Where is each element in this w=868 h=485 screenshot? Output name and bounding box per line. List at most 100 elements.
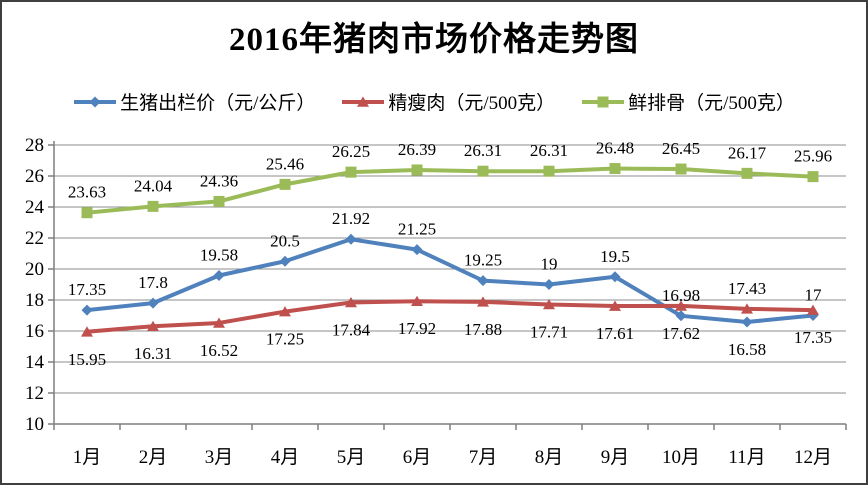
data-label: 26.25 bbox=[332, 142, 370, 161]
data-point-diamond-icon bbox=[675, 310, 687, 322]
x-tick-label: 2月 bbox=[139, 447, 168, 468]
data-point-triangle-icon bbox=[543, 298, 555, 310]
series-line-spare-ribs bbox=[85, 166, 815, 215]
x-tick-label: 3月 bbox=[205, 447, 234, 468]
data-label: 17.25 bbox=[266, 330, 304, 349]
data-point-diamond-icon bbox=[477, 275, 489, 287]
data-label: 17.35 bbox=[68, 280, 106, 299]
x-tick-label: 7月 bbox=[469, 447, 498, 468]
data-point-diamond-icon bbox=[147, 297, 159, 309]
data-label: 15.95 bbox=[68, 350, 106, 369]
y-tick-label: 12 bbox=[25, 383, 44, 404]
data-label: 21.92 bbox=[332, 209, 370, 228]
data-point-square-icon bbox=[147, 200, 159, 212]
data-point-triangle-icon bbox=[477, 296, 489, 307]
y-tick-label: 18 bbox=[25, 290, 44, 311]
data-point-square-icon bbox=[411, 164, 423, 176]
data-label: 16.58 bbox=[728, 340, 766, 359]
data-label: 17.62 bbox=[662, 324, 700, 343]
data-point-square-icon bbox=[477, 165, 489, 177]
data-label: 26.45 bbox=[662, 139, 700, 158]
chart-title: 2016年猪肉市场价格走势图 bbox=[229, 22, 639, 58]
data-point-square-icon bbox=[543, 165, 555, 177]
data-point-square-icon bbox=[609, 163, 621, 175]
data-point-diamond-icon bbox=[543, 279, 555, 290]
data-point-square-icon bbox=[807, 171, 819, 183]
data-label: 17.8 bbox=[138, 273, 168, 292]
data-label: 25.46 bbox=[266, 154, 304, 173]
legend-label: 精瘦肉（元/500克） bbox=[388, 93, 556, 114]
legend-diamond-marker-icon bbox=[74, 96, 117, 107]
data-label: 17.84 bbox=[332, 320, 371, 339]
data-point-triangle-icon bbox=[213, 317, 225, 328]
data-point-triangle-icon bbox=[609, 300, 621, 311]
data-label: 17.88 bbox=[464, 320, 502, 339]
data-label: 26.48 bbox=[596, 139, 634, 158]
data-point-diamond-icon bbox=[81, 304, 93, 316]
legend-square-glyph-icon bbox=[597, 96, 609, 107]
x-tick-label: 11月 bbox=[728, 447, 765, 468]
data-label: 19.5 bbox=[600, 247, 630, 266]
data-label: 19.58 bbox=[200, 246, 238, 265]
data-point-triangle-icon bbox=[411, 295, 423, 307]
data-label: 17.61 bbox=[596, 324, 634, 343]
legend-triangle-glyph-icon bbox=[357, 96, 370, 107]
data-label: 19.25 bbox=[464, 251, 502, 270]
legend-item-square: 鲜排骨（元/500克） bbox=[581, 88, 795, 115]
data-point-triangle-icon bbox=[345, 296, 357, 308]
data-label: 16.31 bbox=[134, 344, 172, 363]
y-tick-label: 24 bbox=[25, 197, 45, 218]
data-label: 17.35 bbox=[794, 328, 832, 347]
data-point-triangle-icon bbox=[279, 306, 291, 317]
x-tick-label: 5月 bbox=[337, 447, 366, 468]
y-tick-label: 20 bbox=[25, 259, 44, 280]
legend-square-marker-icon bbox=[582, 96, 625, 107]
data-point-square-icon bbox=[81, 207, 93, 219]
x-tick-label: 1月 bbox=[73, 447, 102, 468]
x-tick-label: 9月 bbox=[601, 447, 630, 468]
x-tick-label: 8月 bbox=[535, 447, 564, 468]
x-tick-label: 6月 bbox=[403, 447, 432, 468]
data-label: 26.31 bbox=[464, 141, 502, 160]
legend-triangle-marker-icon bbox=[342, 96, 385, 107]
data-point-diamond-icon bbox=[345, 233, 357, 245]
data-label: 26.17 bbox=[728, 143, 767, 162]
data-label: 21.25 bbox=[398, 220, 436, 239]
data-label: 17 bbox=[805, 286, 823, 305]
y-tick-label: 22 bbox=[25, 228, 44, 249]
y-tick-label: 28 bbox=[25, 135, 44, 156]
data-point-square-icon bbox=[279, 178, 291, 190]
data-label: 17.71 bbox=[530, 322, 568, 341]
y-tick-label: 14 bbox=[25, 352, 45, 373]
data-point-triangle-icon bbox=[81, 326, 93, 337]
chart-legend: 生猪出栏价（元/公斤） 精瘦肉（元/500克） 鲜排骨（元/500克） bbox=[2, 88, 866, 115]
data-point-triangle-icon bbox=[147, 320, 159, 331]
data-point-square-icon bbox=[345, 166, 357, 178]
data-label: 17.92 bbox=[398, 319, 436, 338]
series-line-pig-price bbox=[85, 237, 815, 325]
data-label: 23.63 bbox=[68, 183, 106, 202]
data-label: 20.5 bbox=[270, 231, 300, 250]
legend-label: 生猪出栏价（元/公斤） bbox=[120, 93, 316, 114]
data-label: 26.31 bbox=[530, 141, 568, 160]
data-point-diamond-icon bbox=[609, 271, 621, 283]
data-point-square-icon bbox=[213, 195, 225, 207]
x-tick-label: 4月 bbox=[271, 447, 300, 468]
data-point-diamond-icon bbox=[279, 255, 291, 267]
data-point-triangle-icon bbox=[675, 300, 687, 311]
y-tick-label: 10 bbox=[25, 414, 44, 435]
data-label: 25.96 bbox=[794, 147, 832, 166]
data-point-diamond-icon bbox=[213, 270, 225, 282]
data-label: 16.98 bbox=[662, 286, 700, 305]
data-label: 26.39 bbox=[398, 140, 436, 159]
data-label: 24.36 bbox=[200, 171, 238, 190]
data-label: 19 bbox=[541, 255, 558, 274]
legend-diamond-glyph-icon bbox=[89, 96, 101, 107]
data-point-triangle-icon bbox=[741, 303, 753, 314]
legend-item-diamond: 生猪出栏价（元/公斤） bbox=[73, 88, 315, 115]
data-point-diamond-icon bbox=[741, 316, 753, 328]
legend-label: 鲜排骨（元/500克） bbox=[628, 93, 795, 114]
data-label: 24.04 bbox=[134, 176, 173, 195]
